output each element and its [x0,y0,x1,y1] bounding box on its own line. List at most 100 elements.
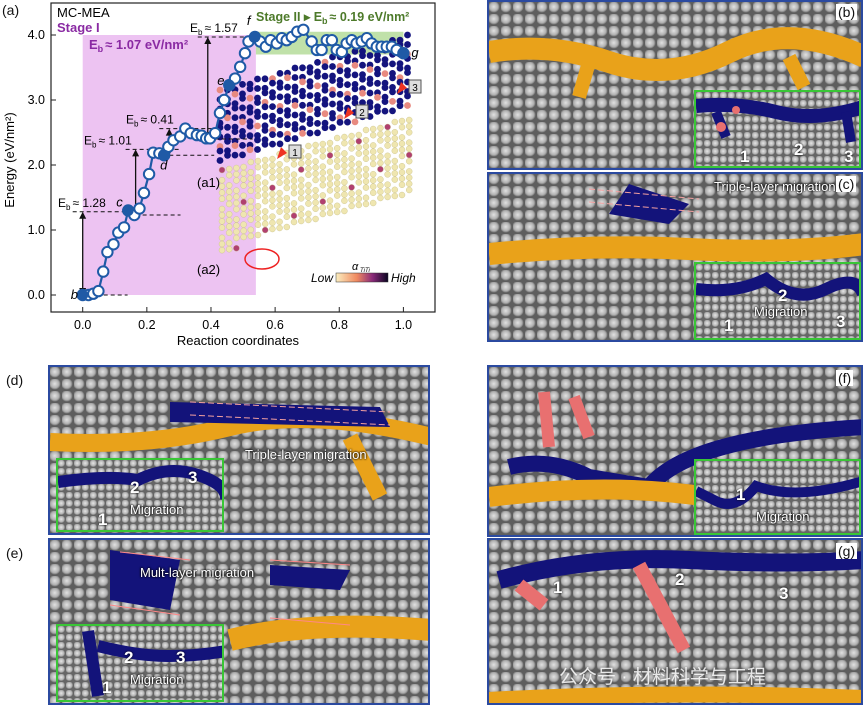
barrier-annotations: Eb ≈ 1.28 Eb ≈ 1.01 Eb ≈ 0.41 Eb ≈ 1.57 [58,21,253,296]
a2-atom [254,163,262,171]
a1-atom [239,81,246,88]
a2-atom [305,194,312,201]
a1-atom [404,31,411,39]
a1-atom [246,94,254,102]
a2-atom [225,171,233,179]
a2-atom [254,215,262,222]
a1-atom [291,111,299,119]
inset-a2-label: (a2) [197,262,220,277]
a2-atom [269,155,276,163]
barrier-label: Eb ≈ 0.41 [126,113,174,129]
a1-atom [254,75,261,83]
a1-atom [314,110,321,118]
x-tick-label: 0.8 [331,318,348,332]
a2-atom [362,165,370,173]
a2-atom [370,183,377,190]
a1-atom [321,100,329,108]
marker-3: 3 [844,147,854,166]
a2-atom [377,188,384,196]
a2-atom [377,153,384,161]
a2-atom [406,139,413,146]
a1-atom [344,81,351,88]
a1-atom [261,126,269,134]
a1-atom [261,89,269,97]
a2-atom [298,160,305,167]
a1-atom [344,71,351,79]
marker-3: 3 [779,584,789,603]
panel-e-image: Mult-layer migration [48,538,430,705]
a1-atom [314,129,321,137]
a1-atom [381,98,389,105]
a1-atom [239,142,246,149]
a2-atom [262,162,269,170]
a2-atom [370,199,377,207]
a1-atom [374,79,381,87]
a1-atom [396,64,404,72]
a2-atom [305,152,312,160]
a2-atom [298,182,305,190]
a2-atom [406,129,413,136]
a2-atom [341,139,348,147]
a1-atom [306,92,314,99]
state-point [158,149,170,161]
marker-2: 2 [778,286,788,305]
a2-atom [225,217,233,224]
state-label-b: b [71,287,78,302]
a2-atom [247,181,255,188]
a2-atom [348,161,355,169]
a2-atom [370,131,377,139]
a2-atom [398,169,406,176]
a2-atom [262,214,269,221]
a2-atom [362,194,370,202]
a1-atom [381,60,389,68]
a2-atom [312,193,319,200]
a2-atom [269,184,276,192]
a2-atom [254,157,262,165]
a2-atom [262,220,269,228]
a2-atom [370,177,377,184]
panel-c-inset: 1 2 3 Migration [694,262,861,340]
a2-atom [355,166,362,174]
a1-atom [381,84,389,91]
a2-atom [218,189,226,196]
a2-atom [233,187,240,194]
a2-atom [334,144,341,152]
stage1-barrier: Eb ≈ 1.07 eV/nm² [89,37,189,54]
x-tick-label: 1.0 [395,318,412,332]
a2-atom [406,145,413,153]
a2-atom [377,124,384,132]
a2-atom [362,200,370,208]
a2-atom [406,186,413,194]
a2-atom [269,168,276,175]
a2-atom [391,170,398,177]
a2-atom [218,183,226,190]
a1-atom [291,74,299,81]
a2-atom [269,174,276,181]
a1-marker: 3 [412,83,418,94]
a1-atom [299,92,306,100]
a2-atom [348,202,355,210]
a2-atom [319,210,326,218]
atom-insets: (a1) (a2) 1 2 3 Low High α TiTi [197,31,422,285]
a2-atom [377,137,384,144]
a1-atom [404,41,411,48]
colorbar-low: Low [311,271,334,285]
state-label-f: f [247,13,252,28]
plot-frame [50,2,436,313]
a1-marker: 1 [292,148,298,159]
a2-atom [391,186,398,194]
a2-atom [341,191,348,198]
a2-atom [305,159,312,166]
a1-atom [344,118,351,126]
a2-atom [247,175,255,182]
a2-atom [254,231,262,239]
panel-c-image: Triple-layer migration 1 2 3 Migration [487,172,863,342]
a1-atom [389,74,396,82]
a2-atom [377,130,384,138]
a2-atom [269,190,276,198]
data-point [107,238,120,251]
a2-atom [305,200,312,207]
inset-a1-label: (a1) [197,175,220,190]
a2-atom [326,174,334,182]
a2-atom [276,160,283,168]
